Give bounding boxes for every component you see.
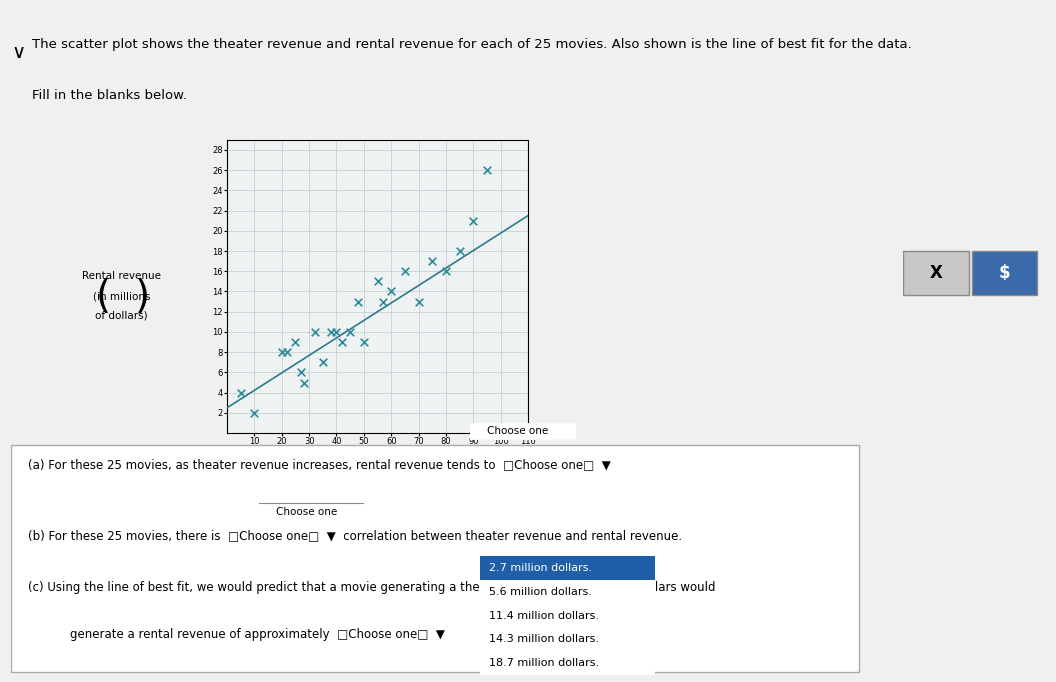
Text: Choose one: Choose one xyxy=(487,426,548,436)
Point xyxy=(274,346,290,357)
Point xyxy=(306,327,323,338)
Text: 14.3 million dollars.: 14.3 million dollars. xyxy=(489,634,599,644)
FancyBboxPatch shape xyxy=(480,604,655,627)
Text: (c) Using the line of best fit, we would predict that a movie generating a theat: (c) Using the line of best fit, we would… xyxy=(27,581,715,594)
Point xyxy=(342,327,359,338)
FancyBboxPatch shape xyxy=(480,556,655,580)
Point xyxy=(423,256,440,267)
Point xyxy=(350,296,366,307)
Text: ∨: ∨ xyxy=(12,44,26,62)
FancyBboxPatch shape xyxy=(480,556,655,675)
Point xyxy=(334,337,351,348)
Text: of dollars): of dollars) xyxy=(95,310,148,320)
FancyBboxPatch shape xyxy=(11,445,859,672)
Point xyxy=(232,387,249,398)
Text: The scatter plot shows the theater revenue and rental revenue for each of 25 mov: The scatter plot shows the theater reven… xyxy=(32,38,911,51)
FancyBboxPatch shape xyxy=(468,422,578,441)
Point xyxy=(370,276,386,287)
Point xyxy=(410,296,427,307)
Text: 18.7 million dollars.: 18.7 million dollars. xyxy=(489,658,600,668)
Point xyxy=(375,296,392,307)
FancyBboxPatch shape xyxy=(257,503,366,521)
Text: Choose one: Choose one xyxy=(276,507,337,517)
Text: Fill in the blanks below.: Fill in the blanks below. xyxy=(32,89,187,102)
X-axis label: Theater revenue
(in millions of dollars): Theater revenue (in millions of dollars) xyxy=(324,449,431,471)
FancyBboxPatch shape xyxy=(480,627,655,651)
Point xyxy=(356,337,373,348)
Text: Rental revenue: Rental revenue xyxy=(82,271,161,281)
Point xyxy=(328,327,345,338)
FancyBboxPatch shape xyxy=(505,604,615,621)
FancyBboxPatch shape xyxy=(972,252,1037,295)
Point xyxy=(437,266,454,277)
Point xyxy=(465,216,482,226)
Point xyxy=(451,246,468,256)
Text: 11.4 million dollars.: 11.4 million dollars. xyxy=(489,610,599,621)
Point xyxy=(478,164,495,175)
Text: X: X xyxy=(929,264,942,282)
Text: 2.7 million dollars.: 2.7 million dollars. xyxy=(489,563,592,573)
FancyBboxPatch shape xyxy=(480,651,655,675)
Point xyxy=(296,377,313,388)
Text: (a) For these 25 movies, as theater revenue increases, rental revenue tends to  : (a) For these 25 movies, as theater reve… xyxy=(27,459,610,472)
Text: generate a rental revenue of approximately  □Choose one□  ▼: generate a rental revenue of approximate… xyxy=(70,628,445,641)
Point xyxy=(322,327,339,338)
Text: (b) For these 25 movies, there is  □Choose one□  ▼  correlation between theater : (b) For these 25 movies, there is □Choos… xyxy=(27,529,682,542)
Point xyxy=(279,346,296,357)
Point xyxy=(382,286,399,297)
Point xyxy=(315,357,332,368)
Point xyxy=(293,367,309,378)
Point xyxy=(287,337,304,348)
Point xyxy=(246,407,263,418)
Text: ): ) xyxy=(135,278,150,316)
FancyBboxPatch shape xyxy=(480,580,655,604)
Text: $: $ xyxy=(999,264,1011,282)
Point xyxy=(396,266,413,277)
Text: (: ( xyxy=(96,278,111,316)
Text: 5.6 million dollars.: 5.6 million dollars. xyxy=(489,587,592,597)
Text: (in millions: (in millions xyxy=(93,292,150,301)
Text: Choose one: Choose one xyxy=(524,607,585,617)
FancyBboxPatch shape xyxy=(903,252,968,295)
